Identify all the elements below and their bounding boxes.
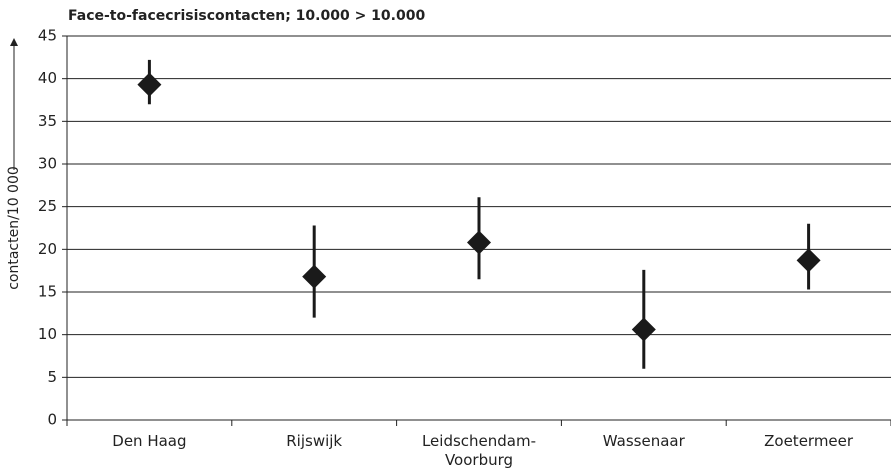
- x-tick-label: Leidschendam-Voorburg: [421, 432, 537, 469]
- marker: [467, 230, 491, 255]
- y-axis-arrowhead: [10, 38, 18, 46]
- y-tick-label: 0: [47, 411, 57, 429]
- y-tick-label: 35: [38, 112, 57, 130]
- marker: [631, 317, 656, 342]
- y-tick-label: 20: [38, 240, 57, 258]
- y-tick-label: 10: [38, 325, 57, 343]
- marker: [796, 248, 821, 273]
- y-tick-label: 45: [38, 27, 57, 45]
- x-tick-label: Zoetermeer: [764, 432, 854, 450]
- chart-title: Face-to-facecrisiscontacten; 10.000 > 10…: [68, 8, 425, 24]
- y-tick-label: 5: [47, 368, 57, 386]
- y-tick-label: 30: [38, 155, 57, 173]
- y-tick-label: 25: [38, 197, 57, 215]
- marker: [302, 264, 327, 289]
- y-tick-label: 15: [38, 283, 57, 301]
- y-axis-label: contacten/10 000: [6, 166, 22, 290]
- y-tick-label: 40: [38, 69, 57, 87]
- x-tick-label: Rijswijk: [286, 432, 343, 450]
- x-tick-label: Den Haag: [112, 432, 187, 450]
- marker: [137, 72, 162, 97]
- x-tick-label: Wassenaar: [602, 432, 685, 450]
